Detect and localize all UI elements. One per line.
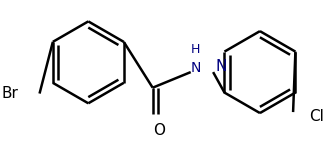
Text: H: H <box>191 43 200 55</box>
Text: Br: Br <box>1 86 18 101</box>
Text: O: O <box>154 123 166 138</box>
Text: N: N <box>216 59 227 74</box>
Text: N: N <box>191 61 201 75</box>
Text: Cl: Cl <box>309 109 324 124</box>
